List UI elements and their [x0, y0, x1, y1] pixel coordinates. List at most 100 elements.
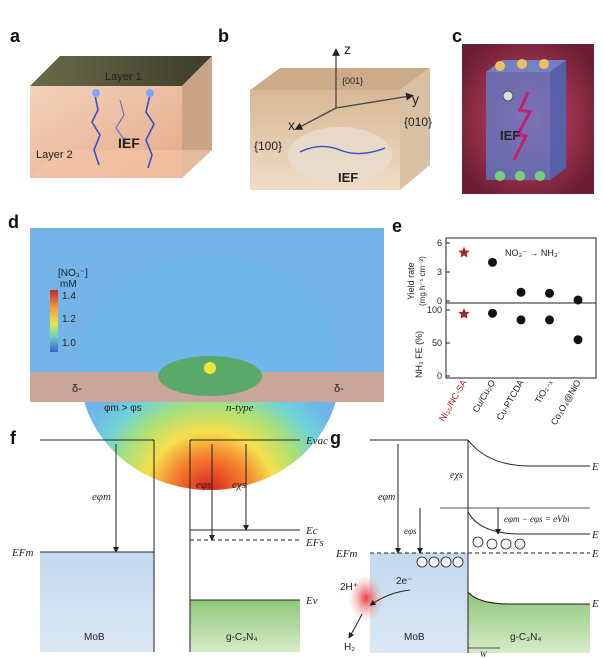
ephim-label-f: eφm — [92, 491, 111, 503]
metal-block-f — [40, 552, 154, 652]
category-label-0: Ni₃₅/NC-SA — [437, 378, 469, 423]
h-plus-label: 2H⁺ — [340, 582, 358, 593]
colorbar-unit: mM — [60, 279, 77, 290]
colorbar-title: [NO₃⁻] — [58, 268, 88, 279]
prism-front — [486, 72, 550, 180]
hole-2 — [486, 538, 498, 550]
surface-atom-3 — [539, 59, 549, 69]
molecule-c-1 — [502, 90, 514, 102]
yield-point-3 — [545, 288, 554, 298]
electron-transfer-arrow — [369, 589, 411, 606]
layer2-label: Layer 2 — [36, 149, 73, 161]
colorbar-tick-1: 1.4 — [62, 291, 76, 302]
fe-point-4 — [573, 335, 583, 345]
hole-3 — [500, 538, 512, 550]
category-label-3: TiO₂₋ₓ — [533, 378, 554, 405]
colorbar-tick-3: 1.0 — [62, 338, 76, 349]
prism-side — [550, 60, 566, 180]
ief-sphere — [288, 127, 392, 183]
bottom-atom-1 — [495, 171, 505, 181]
EFs-label: EFs — [305, 537, 324, 549]
barrier-equation: eφm − eφs = eVbi — [504, 514, 570, 524]
active-site — [204, 362, 216, 374]
delta-minus-left: δ- — [72, 383, 82, 395]
yield-point-4 — [573, 295, 583, 305]
fe-point-0 — [458, 308, 470, 319]
yield-tick-label-1: 3 — [437, 267, 442, 277]
colorbar — [50, 290, 58, 352]
layer1-label: Layer 1 — [105, 71, 142, 83]
panel-g-label: g — [330, 428, 341, 448]
work-function-condition: φm > φs — [104, 403, 142, 414]
echis-label-g: eχs — [450, 470, 463, 481]
electron-4 — [452, 556, 464, 568]
metal-label-f: MoB — [84, 632, 105, 643]
hole-4 — [514, 538, 526, 550]
box-side-face — [182, 56, 212, 178]
EFm-label-f: EFm — [11, 547, 33, 559]
panel-c-ief-label: IEF — [500, 128, 520, 143]
h2-release-arrow — [348, 613, 363, 639]
ief-lightning-1 — [91, 94, 101, 166]
layer1-top-face — [30, 56, 212, 86]
fe-tick-label-2: 100 — [427, 305, 442, 315]
metal-label-g: MoB — [404, 632, 425, 643]
fe-point-2 — [516, 315, 526, 325]
semiconductor-block-f — [190, 600, 300, 652]
panel-e: e NO₃⁻ → NH₃ Yield rate (mg h⁻¹ cm⁻²) NH… — [392, 216, 597, 427]
axis-z-label: z — [344, 41, 351, 57]
electrons-label: 2e⁻ — [396, 576, 412, 587]
panel-d: d [NO₃⁻] mM 1.4 1.2 1.0 δ- δ- — [8, 212, 384, 490]
panel-c-label: c — [452, 26, 462, 46]
E-label-g-2: E — [591, 529, 599, 541]
yield-point-2 — [516, 287, 526, 297]
fe-point-3 — [545, 315, 554, 325]
panel-g: g eχs eφm eφs eφm − eφs = eVbi EFm E E E… — [330, 428, 599, 658]
panel-c: c IEF — [452, 26, 594, 194]
panel-d-label: d — [8, 212, 19, 232]
ephis-label-g: eφs — [404, 526, 417, 536]
category-label-4: Co₃O₄@NiO — [549, 378, 583, 427]
electron-1 — [416, 556, 428, 568]
x-axis — [294, 107, 337, 130]
panel-b-label: b — [218, 26, 229, 46]
Ec-label: Ec — [305, 525, 318, 537]
crystal-top-face — [250, 68, 430, 90]
axis-y-label: y — [412, 91, 419, 107]
nanoparticle-cluster — [158, 356, 262, 396]
category-label-1: Cu/Cu₂O — [471, 378, 498, 414]
E-label-g-3: E — [591, 548, 599, 560]
E-label-g-4: E — [591, 598, 599, 610]
ephim-label-g: eφm — [378, 492, 395, 503]
fe-tick-label-0: 0 — [437, 371, 442, 381]
axis-x-label: x — [288, 117, 295, 133]
metal-block-g — [370, 553, 468, 653]
ief-field-line — [299, 145, 386, 155]
surface-atom-2 — [517, 59, 527, 69]
panel-b: b z y x {001} {010} {100} IEF — [218, 26, 432, 190]
face-100-label: {100} — [254, 139, 282, 153]
Ev-label: Ev — [305, 595, 318, 607]
semi-label-g: g-C₃N₄ — [510, 632, 542, 643]
ylabel-fe: NH₃ FE (%) — [414, 331, 424, 378]
bent-valence-g — [467, 591, 590, 605]
ief-bolt-c — [512, 91, 533, 161]
category-label-2: Cu-PTCDA — [495, 378, 526, 422]
ief-lightning-2 — [145, 94, 155, 169]
yield-tick-label-2: 6 — [437, 238, 442, 248]
ief-node-2 — [146, 89, 154, 97]
yield-point-0 — [458, 246, 470, 258]
colorbar-tick-2: 1.2 — [62, 314, 76, 325]
delta-minus-right: δ- — [334, 383, 344, 395]
E-label-g-1: E — [591, 461, 599, 473]
hole-1 — [472, 536, 484, 548]
panel-a: a Layer 1 Layer 2 IEF — [10, 26, 212, 178]
semiconductor-block-g — [468, 592, 590, 653]
face-010-label: {010} — [404, 115, 432, 129]
bent-conduction-g — [467, 511, 590, 535]
ntype-label: n-type — [226, 402, 254, 414]
panel-a-ief-label: IEF — [118, 135, 140, 151]
panel-a-label: a — [10, 26, 21, 46]
